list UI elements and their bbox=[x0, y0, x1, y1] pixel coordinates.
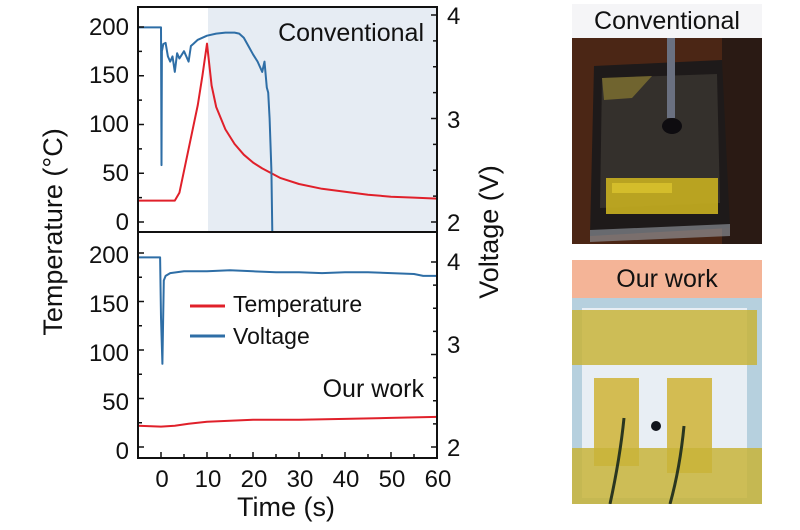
tick-label: 20 bbox=[241, 466, 268, 493]
tick-label: 150 bbox=[89, 291, 129, 318]
legend-voltage-label: Voltage bbox=[233, 323, 310, 349]
tick-label: 100 bbox=[89, 111, 129, 138]
tick-label: 0 bbox=[116, 209, 129, 236]
top-left-tick-labels: 200 150 100 50 0 bbox=[89, 14, 129, 236]
tick-label: 50 bbox=[379, 466, 406, 493]
voltage-line bbox=[138, 26, 274, 233]
legend: Temperature Voltage bbox=[190, 291, 362, 349]
legend-temperature-label: Temperature bbox=[233, 291, 362, 317]
x-axis-label: Time (s) bbox=[237, 492, 335, 522]
burnt-pouch-cell-image bbox=[572, 38, 762, 244]
tick-label: 4 bbox=[447, 3, 460, 30]
conventional-battery-photo bbox=[572, 38, 762, 244]
tick-label: 2 bbox=[447, 210, 460, 237]
x-tick-labels: 0 10 20 30 40 50 60 bbox=[155, 466, 451, 493]
right-axis-label: Voltage (V) bbox=[474, 165, 504, 299]
tick-label: 100 bbox=[89, 340, 129, 367]
our-work-photo-label: Our work bbox=[572, 260, 762, 298]
temperature-line bbox=[137, 415, 438, 428]
tick-label: 50 bbox=[102, 389, 129, 416]
shaded-region bbox=[208, 7, 437, 232]
intact-pouch-cell-image bbox=[572, 298, 762, 504]
tick-label: 3 bbox=[447, 107, 460, 134]
dual-panel-chart: 200 150 100 50 0 200 150 100 50 0 4 3 2 … bbox=[38, 3, 504, 522]
tick-label: 60 bbox=[425, 466, 452, 493]
right-tick-labels: 4 3 2 4 3 2 bbox=[447, 3, 460, 462]
temperature-line bbox=[138, 42, 438, 202]
tick-label: 200 bbox=[89, 14, 129, 41]
bottom-panel-label: Our work bbox=[323, 375, 425, 403]
left-axis-label: Temperature (°C) bbox=[38, 128, 68, 335]
tick-label: 40 bbox=[333, 466, 360, 493]
bottom-panel-series bbox=[137, 256, 438, 428]
conventional-photo-panel: Conventional bbox=[572, 4, 762, 244]
tick-label: 0 bbox=[116, 438, 129, 465]
tick-label: 3 bbox=[447, 332, 460, 359]
tick-label: 0 bbox=[155, 466, 168, 493]
tick-label: 50 bbox=[102, 160, 129, 187]
conventional-photo-label: Conventional bbox=[572, 4, 762, 38]
tick-label: 4 bbox=[447, 249, 460, 276]
tick-label: 200 bbox=[89, 242, 129, 269]
tick-label: 30 bbox=[287, 466, 314, 493]
voltage-line bbox=[138, 256, 437, 365]
tick-label: 2 bbox=[447, 435, 460, 462]
bottom-left-tick-labels: 200 150 100 50 0 bbox=[89, 242, 129, 465]
top-panel-series bbox=[138, 26, 438, 233]
our-work-battery-photo bbox=[572, 298, 762, 504]
top-panel-label: Conventional bbox=[278, 19, 424, 47]
axis-ticks bbox=[137, 14, 438, 458]
tick-label: 150 bbox=[89, 62, 129, 89]
our-work-photo-panel: Our work bbox=[572, 260, 762, 504]
tick-label: 10 bbox=[195, 466, 222, 493]
bottom-panel-frame bbox=[137, 231, 438, 459]
